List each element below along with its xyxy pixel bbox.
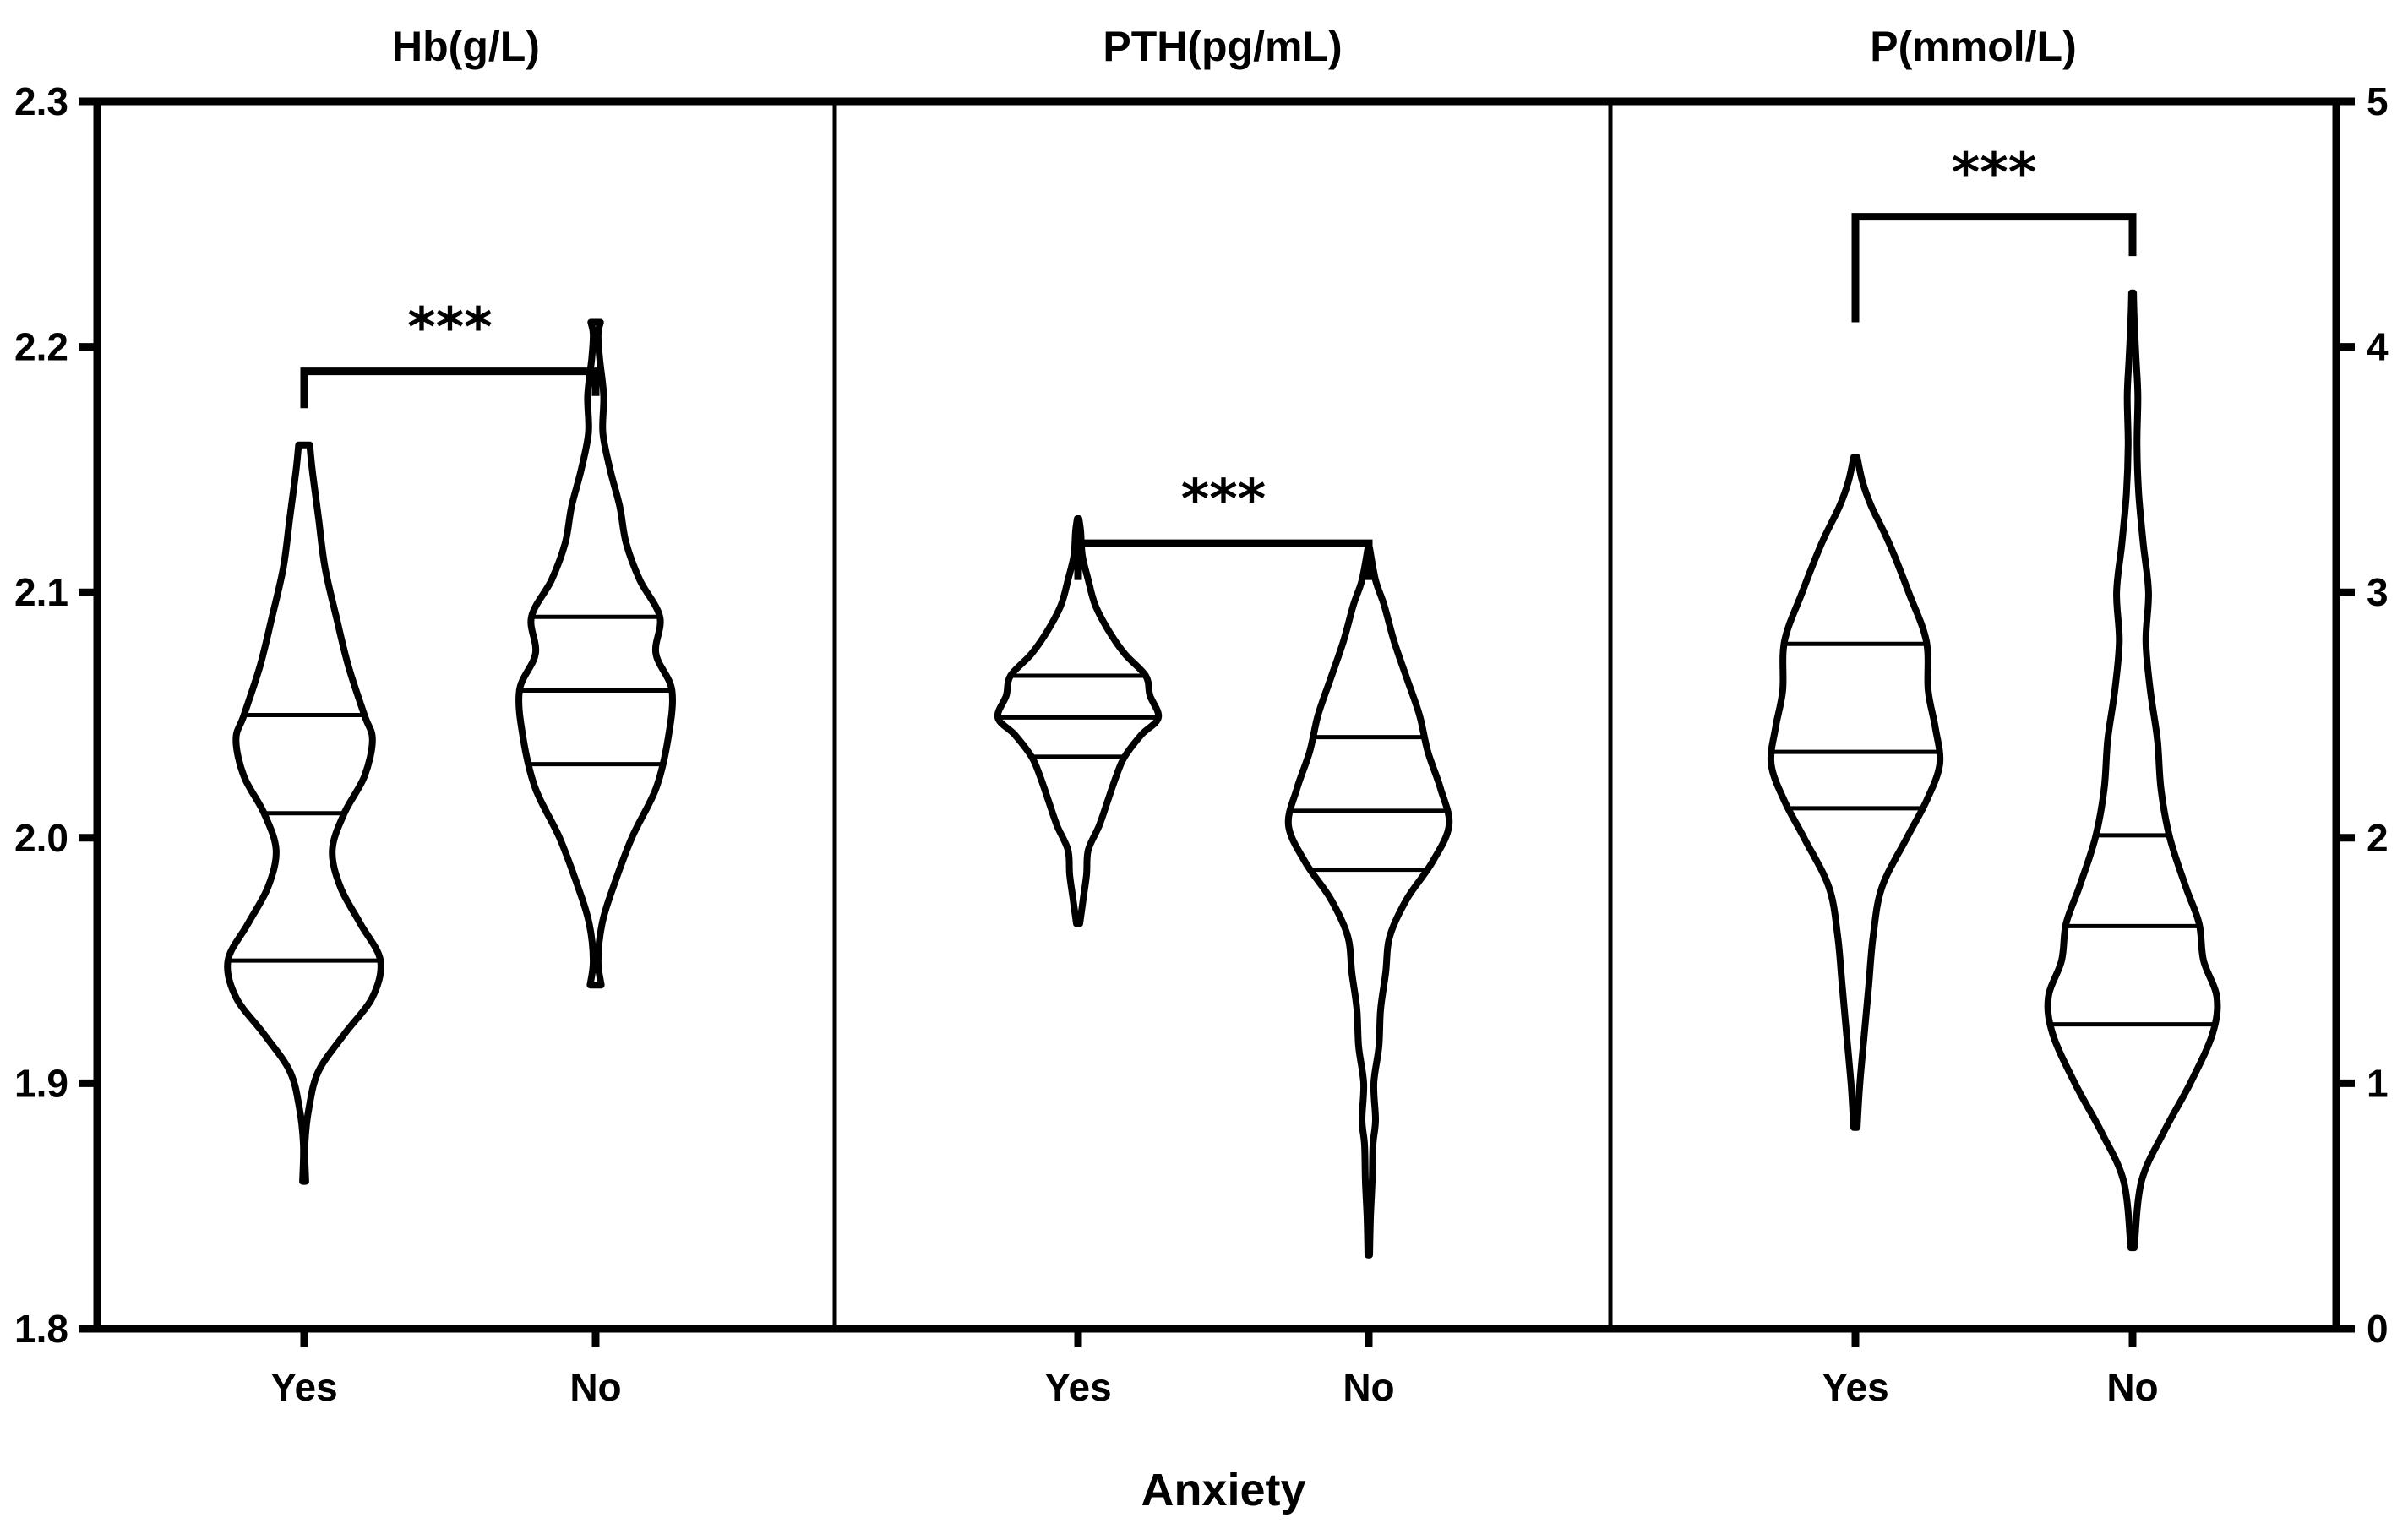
x-tick-label-no: No: [569, 1365, 621, 1409]
x-tick-label-no: No: [1343, 1365, 1394, 1409]
panel-title-2: PTH(pg/mL): [1103, 23, 1342, 70]
right-axis-tick-label: 4: [2367, 325, 2389, 369]
panel-title-3: P(mmol/L): [1870, 23, 2076, 70]
significance-bracket: [1074, 539, 1373, 580]
left-axis-tick-label: 2.2: [14, 325, 68, 369]
left-axis-tick-label: 2.0: [14, 816, 68, 860]
left-axis-tick-label: 1.8: [14, 1307, 68, 1351]
panel-title-1: Hb(g/L): [392, 23, 540, 70]
violin-3-no: [2044, 289, 2221, 1252]
x-tick-label-yes: Yes: [1822, 1365, 1888, 1409]
left-axis-tick-label: 1.9: [14, 1061, 68, 1105]
significance-stars: ***: [407, 297, 492, 360]
significance-stars: ***: [1952, 143, 2036, 205]
x-tick-label-yes: Yes: [270, 1365, 337, 1409]
right-axis-tick-label: 0: [2367, 1307, 2389, 1351]
left-axis-tick-label: 2.3: [14, 79, 68, 123]
violin-1-yes: [224, 441, 384, 1185]
significance-stars: ***: [1181, 469, 1266, 531]
violin-3-yes: [1767, 454, 1944, 1131]
plot-frame: [93, 97, 2340, 1333]
right-axis-tick-label: 1: [2367, 1061, 2389, 1105]
axes-layer: 1.8 1.9 2.0 2.1 2.2 2.3 0 1 2 3 4 5 Hb(g/L) Yes No PTH(…: [14, 23, 2389, 1409]
right-axis-tick-label: 3: [2367, 570, 2389, 614]
plot-border: [93, 97, 2340, 1333]
x-axis-title: Anxiety: [1141, 1465, 1305, 1515]
left-axis-tick-label: 2.1: [14, 570, 68, 614]
violin-layer: [224, 289, 2221, 1259]
x-tick-label-yes: Yes: [1044, 1365, 1111, 1409]
significance-bracket: [1851, 213, 2137, 323]
x-tick-label-no: No: [2106, 1365, 2158, 1409]
annotation-layer: *** *** ***: [300, 143, 2137, 580]
right-axis-tick-label: 5: [2367, 79, 2389, 123]
significance-bracket: [300, 367, 600, 409]
violin-2-yes: [994, 515, 1163, 927]
violin-1-no: [515, 318, 676, 989]
right-axis-tick-label: 2: [2367, 816, 2389, 860]
violin-2-no: [1284, 544, 1453, 1259]
